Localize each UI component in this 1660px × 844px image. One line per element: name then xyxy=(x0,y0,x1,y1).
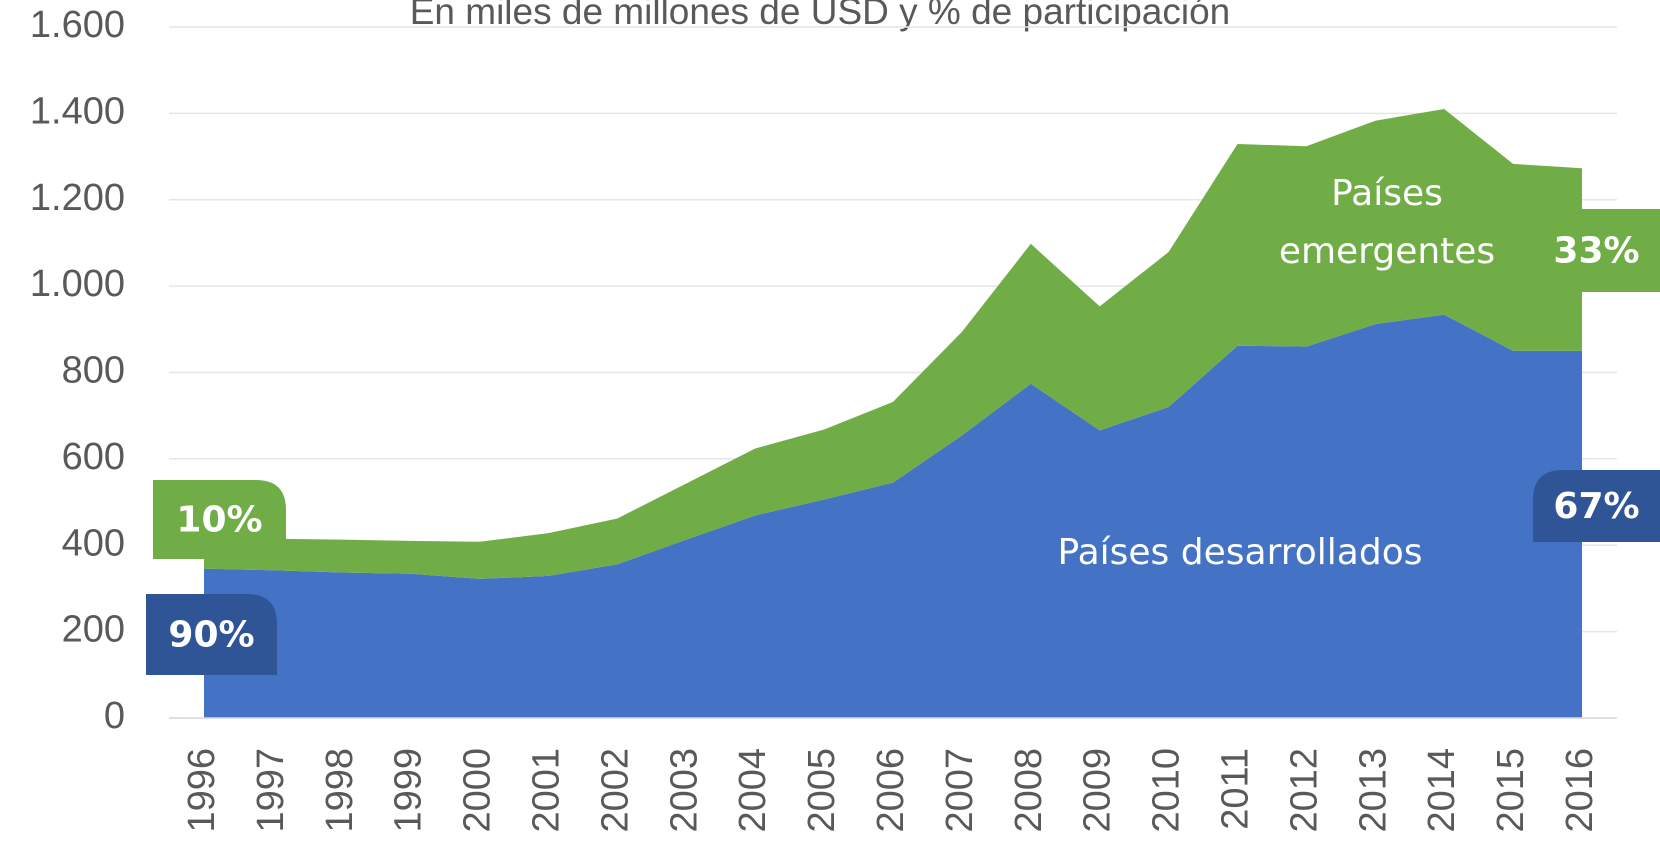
y-tick-label: 200 xyxy=(62,609,125,651)
x-tick-label: 2001 xyxy=(526,748,568,833)
y-tick-label: 1.200 xyxy=(30,177,125,219)
series-label: Países desarrollados xyxy=(1057,532,1423,573)
x-tick-label: 2016 xyxy=(1559,748,1601,833)
y-tick-label: 1.600 xyxy=(30,4,125,46)
y-tick-label: 1.000 xyxy=(30,263,125,305)
share-label: 90% xyxy=(168,615,254,656)
y-tick-label: 0 xyxy=(104,695,125,737)
x-tick-label: 2013 xyxy=(1352,748,1394,833)
y-tick-label: 600 xyxy=(62,436,125,478)
share-badge xyxy=(153,480,286,559)
x-tick-label: 1998 xyxy=(319,748,361,833)
x-tick-label: 2015 xyxy=(1490,748,1532,833)
x-tick-label: 2003 xyxy=(663,748,705,833)
x-tick-label: 2011 xyxy=(1215,748,1257,830)
x-tick-label: 2008 xyxy=(1008,748,1050,833)
x-tick-label: 2004 xyxy=(732,748,774,833)
series-label: Países emergentes xyxy=(1278,173,1496,272)
x-tick-label: 1999 xyxy=(388,748,430,833)
x-tick-label: 1997 xyxy=(250,748,292,833)
x-tick-label: 2012 xyxy=(1283,748,1325,833)
area xyxy=(204,109,1582,579)
x-tick-label: 2000 xyxy=(457,748,499,833)
x-tick-label: 2005 xyxy=(801,748,843,833)
y-tick-label: 1.400 xyxy=(30,90,125,132)
x-tick-label: 2002 xyxy=(594,748,636,833)
x-tick-label: 2006 xyxy=(870,748,912,833)
x-tick-label: 1996 xyxy=(181,748,223,833)
share-label: 33% xyxy=(1553,231,1639,272)
y-tick-label: 400 xyxy=(62,522,125,564)
share-label: 67% xyxy=(1553,486,1639,527)
x-tick-label: 2007 xyxy=(939,748,981,833)
x-tick-label: 2009 xyxy=(1077,748,1119,833)
share-badge xyxy=(146,594,277,675)
area xyxy=(204,314,1582,718)
y-tick-label: 800 xyxy=(62,350,125,392)
share-badge xyxy=(1533,470,1660,542)
share-badge xyxy=(1533,209,1660,292)
x-tick-label: 2014 xyxy=(1421,748,1463,833)
x-tick-label: 2010 xyxy=(1146,748,1188,833)
share-label: 10% xyxy=(176,500,262,541)
